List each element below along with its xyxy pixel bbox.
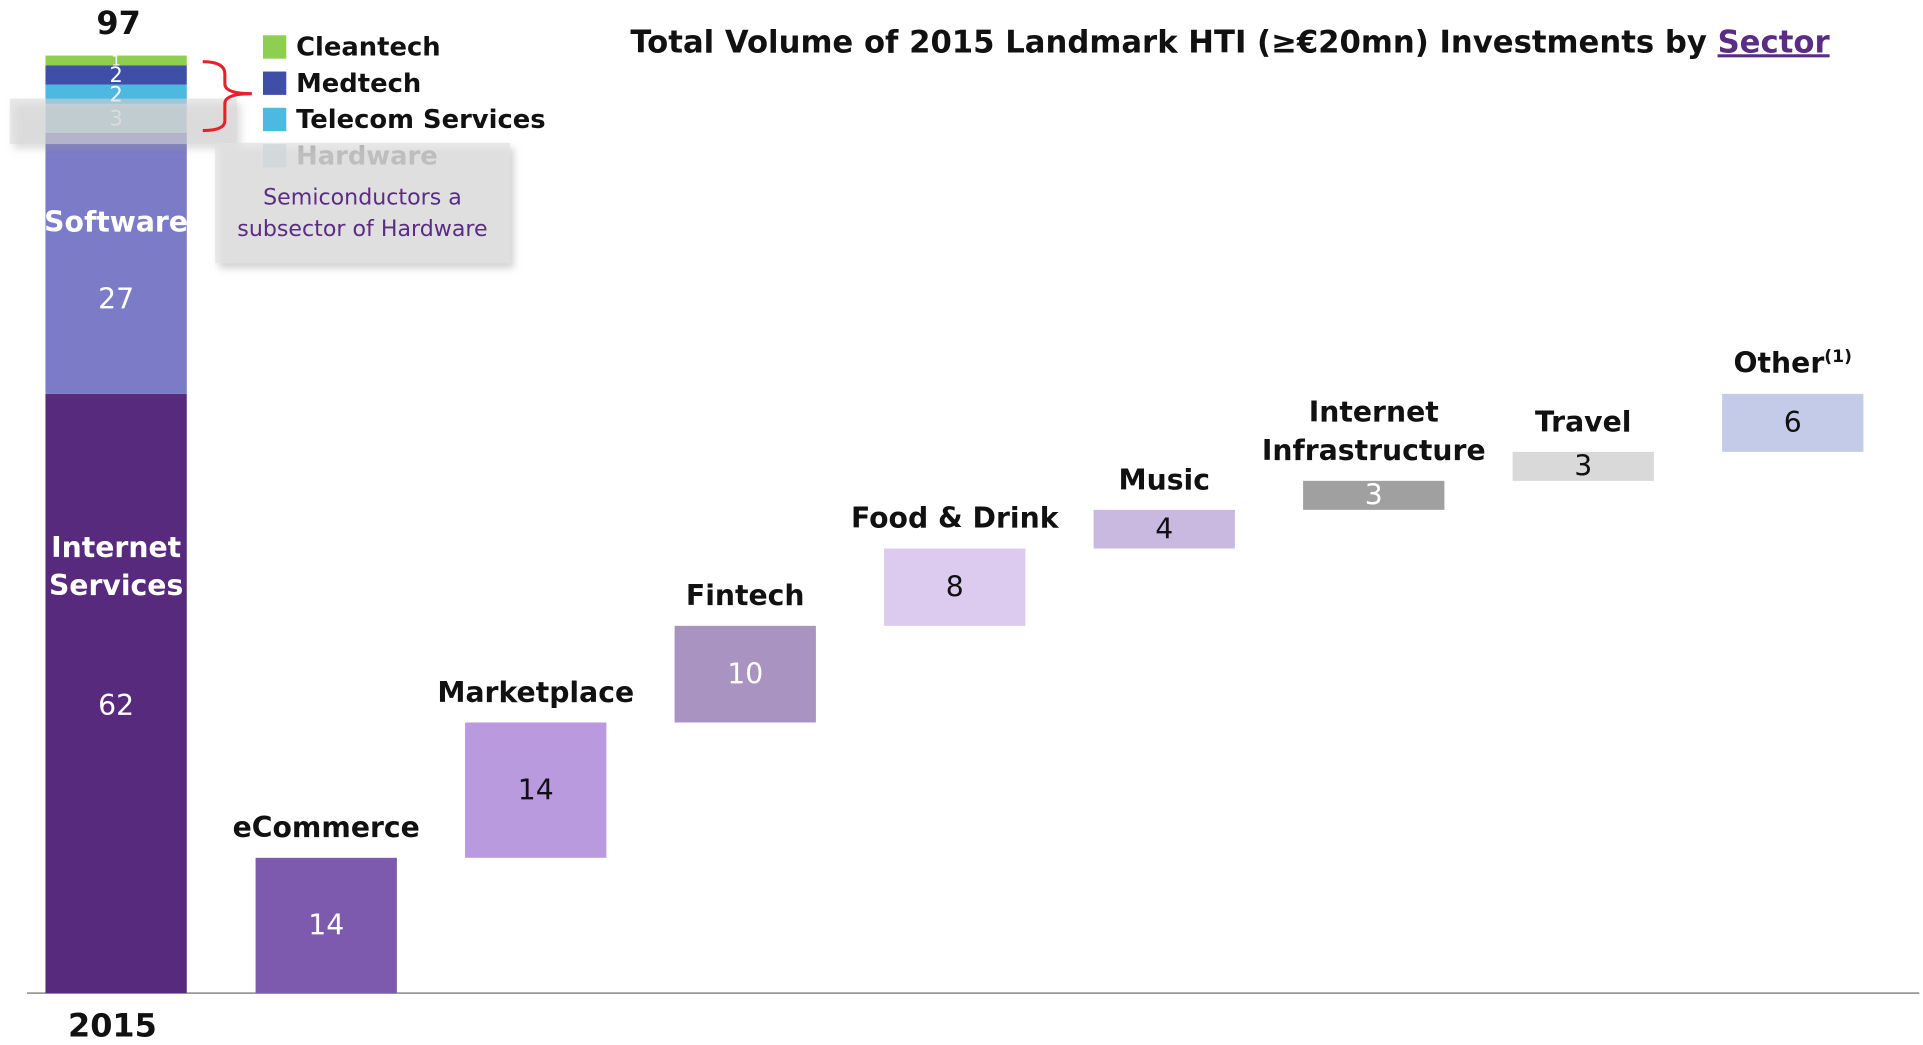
highlight bbox=[9, 98, 238, 145]
segment-value: 27 bbox=[98, 282, 134, 315]
bar bbox=[1722, 393, 1864, 452]
bar bbox=[1093, 509, 1235, 549]
bar bbox=[255, 857, 397, 994]
value-label: 3 bbox=[1574, 450, 1592, 483]
category-text: Travel bbox=[1463, 404, 1703, 442]
category-name: Music bbox=[1118, 464, 1210, 497]
segment-name: Software bbox=[44, 206, 189, 239]
category-name: Marketplace bbox=[437, 677, 635, 709]
category-text: Internet Infrastructure bbox=[1254, 395, 1494, 471]
label-box: Software bbox=[44, 206, 189, 239]
x-tick-label: 2015 bbox=[68, 1007, 157, 1045]
category-text: Marketplace bbox=[416, 675, 656, 713]
category-name: Fintech bbox=[685, 580, 805, 613]
category-label: Travel bbox=[1463, 329, 1703, 442]
category-text: Fintech bbox=[625, 578, 865, 616]
legend-label: Telecom Services bbox=[296, 105, 545, 135]
segment-value: 2 bbox=[109, 63, 122, 87]
category-label: eCommerce bbox=[206, 735, 446, 848]
segment-name: Internet Services bbox=[48, 532, 184, 603]
category-name: Other bbox=[1733, 348, 1825, 381]
category-name: Food & Drink bbox=[850, 503, 1059, 535]
category-label: Fintech bbox=[625, 503, 865, 616]
legend-label: Medtech bbox=[296, 69, 421, 99]
segment-value: 62 bbox=[98, 689, 134, 722]
value-label: 14 bbox=[308, 909, 344, 942]
category-label: Music bbox=[1044, 387, 1284, 500]
category-text: Other(1) bbox=[1673, 346, 1913, 384]
label-box: Internet Infrastructure bbox=[1254, 358, 1494, 471]
label-box: Other(1) bbox=[1673, 271, 1913, 384]
value-label: 6 bbox=[1784, 406, 1802, 439]
bar bbox=[1512, 451, 1654, 481]
label-box: Music bbox=[1044, 387, 1284, 500]
legend-swatch bbox=[262, 71, 287, 95]
bracket bbox=[202, 60, 252, 133]
legend-swatch bbox=[262, 35, 287, 59]
category-label: Internet Infrastructure bbox=[1254, 358, 1494, 471]
label-box: Travel bbox=[1463, 329, 1703, 442]
stack-segment bbox=[45, 132, 187, 394]
category-name: Internet Infrastructure bbox=[1261, 397, 1486, 468]
bar bbox=[1303, 480, 1445, 510]
stack-segment bbox=[45, 55, 187, 66]
category-text: Food & Drink bbox=[835, 501, 1075, 539]
stack-segment bbox=[45, 393, 187, 994]
legend-swatch bbox=[262, 107, 287, 132]
plot: Internet Services62Software273221972015C… bbox=[9, 4, 1913, 1045]
category-label: Food & Drink bbox=[835, 426, 1075, 539]
category-note: (1) bbox=[1824, 347, 1852, 368]
value-label: 4 bbox=[1155, 512, 1173, 545]
label-box: Semiconductors a subsector of Hardware bbox=[237, 184, 488, 243]
segment-value: 1 bbox=[111, 53, 120, 70]
stack-total: 97 bbox=[96, 4, 140, 42]
label-box: Internet Services bbox=[48, 532, 184, 603]
title-link: Sector bbox=[1718, 24, 1831, 60]
value-label: 14 bbox=[518, 773, 554, 806]
legend-label: Cleantech bbox=[296, 33, 441, 63]
value-label: 8 bbox=[946, 570, 964, 603]
value-label: 10 bbox=[727, 657, 763, 690]
category-label: Other(1) bbox=[1673, 271, 1913, 384]
annotation-box bbox=[215, 142, 510, 264]
annotation: Semiconductors a subsector of Hardware bbox=[237, 184, 488, 243]
label-box: eCommerce bbox=[206, 735, 446, 848]
category-name: Travel bbox=[1535, 406, 1632, 439]
category-name: eCommerce bbox=[232, 812, 420, 845]
stack-segment bbox=[45, 65, 187, 85]
category-text: eCommerce bbox=[206, 810, 446, 848]
title-text: Total Volume of 2015 Landmark HTI (≥€20m… bbox=[630, 24, 1707, 60]
bar bbox=[674, 625, 816, 723]
label-box: Food & Drink bbox=[835, 426, 1075, 539]
label-box: Fintech bbox=[625, 503, 865, 616]
bar bbox=[884, 548, 1026, 626]
category-text: Music bbox=[1044, 462, 1284, 500]
chart-title: Total Volume of 2015 Landmark HTI (≥€20m… bbox=[630, 24, 1830, 60]
bar bbox=[465, 722, 607, 858]
value-label: 3 bbox=[1365, 479, 1383, 512]
category-label: Marketplace bbox=[416, 600, 656, 713]
label-box: Marketplace bbox=[416, 600, 656, 713]
